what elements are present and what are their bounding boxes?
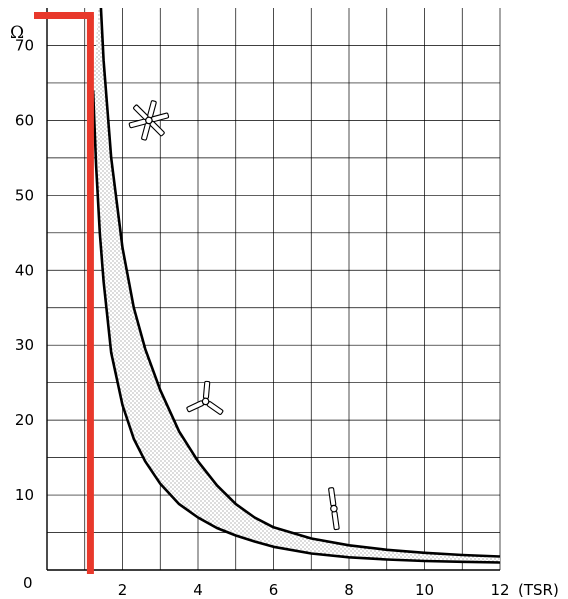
x-tick-label: 8 [344, 581, 354, 599]
y-axis-label: Ω [10, 23, 24, 43]
highlight-marker [34, 11, 94, 574]
y-tick-label: 50 [15, 186, 34, 204]
x-tick-label: 2 [118, 581, 128, 599]
x-tick-label: 10 [415, 581, 434, 599]
curves [91, 8, 500, 564]
multi-blade-rotor-icon [128, 100, 170, 141]
shaded-band [93, 8, 500, 563]
y-tick-label: 70 [15, 36, 34, 54]
y-tick-label: 30 [15, 336, 34, 354]
x-tick-label: 12 [490, 581, 509, 599]
two-blade-rotor-icon [328, 487, 340, 531]
tick-labels: 2 4 6 8 10 12 10 20 30 40 50 60 70 [15, 36, 510, 599]
y-tick-label: 40 [15, 261, 34, 279]
x-tick-label: 4 [193, 581, 203, 599]
x-axis-unit-label: (TSR) [518, 581, 559, 599]
upper-curve [99, 8, 500, 558]
x-tick-label: 6 [269, 581, 279, 599]
y-tick-label: 60 [15, 111, 34, 129]
rotor-icons [128, 100, 340, 531]
lower-curve [91, 90, 500, 564]
y-tick-label: 10 [15, 486, 34, 504]
three-blade-rotor-icon [186, 380, 224, 415]
y-tick-label: 20 [15, 411, 34, 429]
origin-label: 0 [23, 574, 33, 592]
